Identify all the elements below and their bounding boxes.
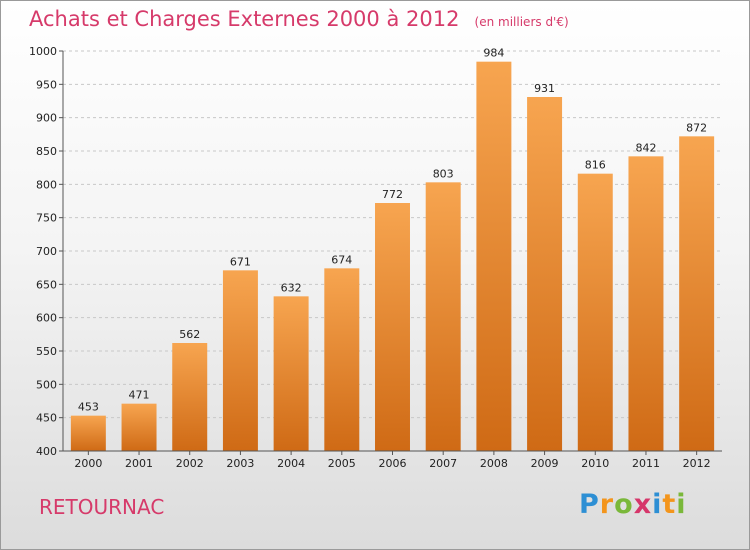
value-label: 471: [129, 389, 150, 402]
y-tick-label: 400: [36, 445, 57, 458]
x-tick-label: 2005: [328, 457, 356, 470]
bar-2000: [70, 415, 106, 451]
x-tick-label: 2004: [277, 457, 305, 470]
value-label: 772: [382, 188, 403, 201]
logo-letter: i: [676, 489, 687, 520]
value-label: 453: [78, 401, 99, 414]
value-label: 816: [585, 159, 606, 172]
logo-letter: P: [579, 489, 600, 520]
x-tick-label: 2002: [176, 457, 204, 470]
chart-title-main: Achats et Charges Externes 2000 à 2012: [29, 7, 460, 31]
bar-2003: [222, 270, 258, 451]
y-tick-label: 500: [36, 378, 57, 391]
y-tick-label: 550: [36, 345, 57, 358]
value-label: 674: [331, 253, 352, 266]
proxiti-logo: Proxiti: [579, 489, 687, 520]
value-label: 984: [483, 47, 504, 60]
y-tick-label: 800: [36, 178, 57, 191]
bar-2006: [375, 203, 410, 451]
y-tick-label: 950: [36, 78, 57, 91]
logo-letter: i: [652, 489, 663, 520]
bar-2008: [476, 61, 512, 452]
value-label: 931: [534, 82, 555, 95]
value-label: 671: [230, 255, 251, 268]
bar-2010: [577, 173, 613, 451]
x-tick-label: 2012: [683, 457, 711, 470]
logo-letter: t: [662, 489, 677, 520]
x-tick-label: 2001: [125, 457, 153, 470]
x-axis-ticks: 2000 2001 2002 2003 2004 2005 2006 2007 2008 2009…: [74, 451, 711, 470]
axes: [62, 51, 722, 452]
y-tick-label: 1000: [29, 45, 57, 58]
y-tick-label: 850: [36, 145, 57, 158]
bar-2012: [679, 136, 715, 452]
x-tick-label: 2010: [581, 457, 609, 470]
y-tick-label: 750: [36, 212, 57, 225]
logo-letter: o: [614, 489, 634, 520]
city-name: RETOURNAC: [39, 495, 165, 519]
y-tick-label: 600: [36, 312, 57, 325]
x-tick-label: 2008: [480, 457, 508, 470]
y-tick-label: 650: [36, 278, 57, 291]
x-tick-label: 2003: [226, 457, 254, 470]
x-tick-label: 2011: [632, 457, 660, 470]
bar-2007: [425, 182, 461, 452]
value-label: 842: [635, 141, 656, 154]
x-tick-label: 2007: [429, 457, 457, 470]
bar-2001: [121, 403, 157, 451]
y-tick-label: 450: [36, 412, 57, 425]
bars: 453 471 562 671 632 674 772 803 984 931 816 842 872: [70, 47, 715, 452]
value-label: 803: [433, 167, 454, 180]
logo-letter: x: [633, 489, 653, 520]
chart-title: Achats et Charges Externes 2000 à 2012 (…: [29, 7, 569, 31]
bar-2009: [527, 97, 563, 451]
y-tick-label: 700: [36, 245, 57, 258]
y-tick-label: 900: [36, 112, 57, 125]
bar-2002: [172, 343, 208, 451]
x-tick-label: 2009: [531, 457, 559, 470]
x-tick-label: 2006: [379, 457, 407, 470]
bar-2004: [273, 296, 309, 451]
value-label: 872: [686, 121, 707, 134]
value-label: 562: [179, 328, 200, 341]
chart-title-unit: (en milliers d'€): [474, 15, 569, 29]
y-axis-ticks: 400 450 500 550 600 650 700 750 800 850 900 950 1000: [29, 45, 63, 458]
x-tick-label: 2000: [74, 457, 102, 470]
bar-2011: [628, 156, 664, 452]
logo-letter: r: [599, 489, 615, 520]
value-label: 632: [281, 281, 302, 294]
bar-2005: [324, 268, 360, 451]
